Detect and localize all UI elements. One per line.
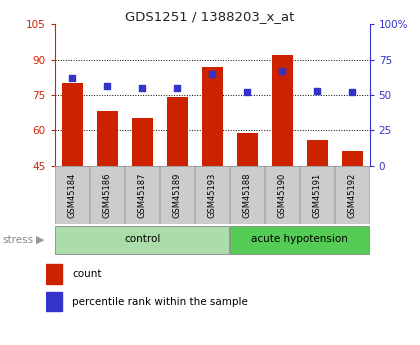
Point [69, 75, 76, 81]
Bar [202, 67, 223, 166]
Bar [272, 55, 293, 166]
Text: control: control [124, 234, 160, 244]
Bar [307, 140, 328, 166]
FancyBboxPatch shape [55, 226, 229, 254]
Point [279, 68, 286, 73]
FancyBboxPatch shape [160, 166, 194, 224]
Text: count: count [72, 269, 102, 279]
Bar [131, 118, 152, 166]
Bar [236, 132, 257, 166]
FancyBboxPatch shape [125, 166, 159, 224]
Bar [341, 151, 362, 166]
Text: ▶: ▶ [36, 235, 44, 245]
Text: GSM45192: GSM45192 [348, 172, 357, 218]
Point [139, 85, 145, 91]
Text: GSM45193: GSM45193 [207, 172, 217, 218]
Point [104, 83, 110, 89]
Text: GSM45187: GSM45187 [138, 172, 147, 218]
Text: GSM45189: GSM45189 [173, 172, 181, 218]
Text: acute hypotension: acute hypotension [251, 234, 348, 244]
FancyBboxPatch shape [55, 166, 89, 224]
FancyBboxPatch shape [300, 166, 334, 224]
Text: percentile rank within the sample: percentile rank within the sample [72, 297, 248, 307]
Text: GSM45190: GSM45190 [278, 172, 286, 218]
FancyBboxPatch shape [335, 166, 369, 224]
Text: GDS1251 / 1388203_x_at: GDS1251 / 1388203_x_at [125, 10, 295, 23]
Text: stress: stress [2, 235, 33, 245]
Point [314, 88, 320, 93]
Bar [62, 83, 83, 166]
Bar [46, 292, 63, 311]
Bar [167, 97, 188, 166]
FancyBboxPatch shape [90, 166, 124, 224]
Point [349, 89, 355, 95]
Bar [97, 111, 118, 166]
FancyBboxPatch shape [230, 166, 264, 224]
Point [244, 89, 250, 95]
FancyBboxPatch shape [195, 166, 229, 224]
FancyBboxPatch shape [230, 226, 369, 254]
Bar [46, 264, 63, 284]
FancyBboxPatch shape [265, 166, 299, 224]
Text: GSM45186: GSM45186 [102, 172, 112, 218]
Text: GSM45184: GSM45184 [68, 172, 76, 218]
Point [209, 71, 215, 76]
Point [174, 85, 181, 91]
Text: GSM45191: GSM45191 [312, 172, 322, 218]
Text: GSM45188: GSM45188 [243, 172, 252, 218]
